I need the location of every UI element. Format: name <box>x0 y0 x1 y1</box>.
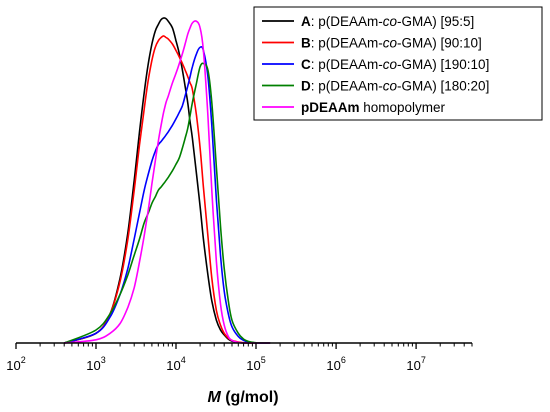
series-line-4 <box>64 20 271 344</box>
x-tick-label-0: 102 <box>6 355 25 373</box>
series-line-2 <box>63 45 271 344</box>
legend-label-2: C: p(DEAAm-co-GMA) [190:10] <box>301 57 489 72</box>
series-layer <box>63 17 271 344</box>
x-tick-label-2: 104 <box>166 355 185 373</box>
x-tick-label-4: 106 <box>326 355 345 373</box>
legend-box <box>253 6 543 121</box>
legend-label-0: A: p(DEAAm-co-GMA) [95:5] <box>301 14 474 29</box>
x-axis-label-unit: (g/mol) <box>221 389 279 406</box>
x-axis: 102 103 104 105 106 107 <box>6 342 473 373</box>
legend-label-1: B: p(DEAAm-co-GMA) [90:10] <box>301 36 482 51</box>
x-axis-label-symbol: M <box>207 389 221 406</box>
x-tick-label-5: 107 <box>406 355 425 373</box>
x-axis-label: M (g/mol) <box>207 389 278 406</box>
series-line-3 <box>63 62 271 344</box>
x-tick-label-1: 103 <box>86 355 105 373</box>
legend: A: p(DEAAm-co-GMA) [95:5] B: p(DEAAm-co-G… <box>253 6 543 121</box>
series-line-1 <box>63 35 271 344</box>
series-line-0 <box>63 17 271 344</box>
x-tick-label-3: 105 <box>246 355 265 373</box>
legend-label-4: pDEAAm homopolymer <box>301 100 446 115</box>
legend-label-3: D: p(DEAAm-co-GMA) [180:20] <box>301 79 489 94</box>
